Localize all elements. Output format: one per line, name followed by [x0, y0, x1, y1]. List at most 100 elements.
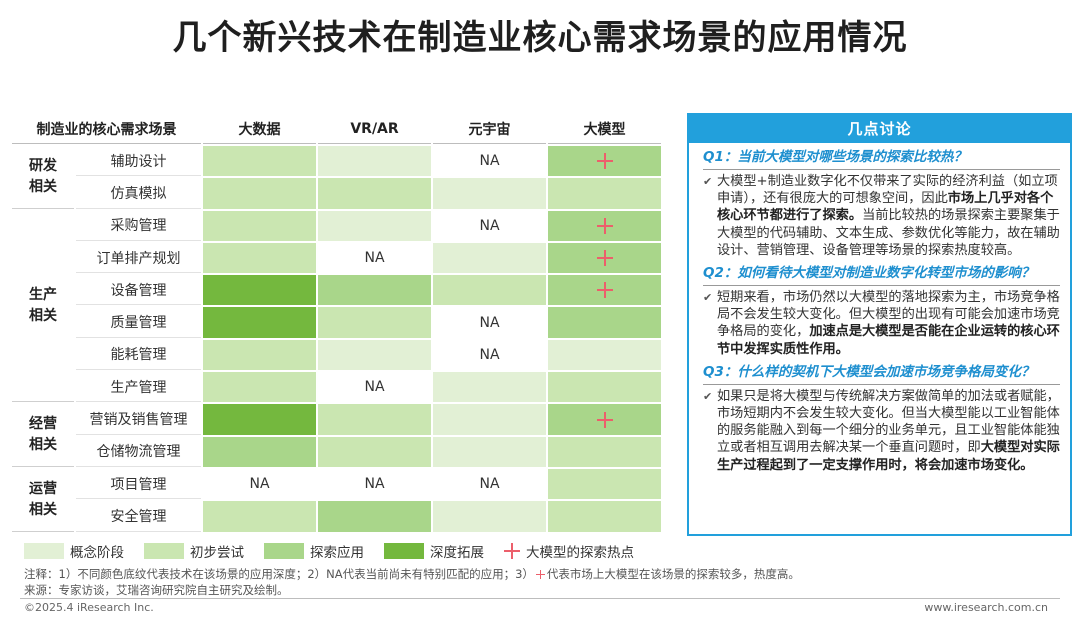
matrix-cell — [203, 210, 316, 241]
matrix-cell: NA — [203, 468, 316, 500]
answer-bold: 市场上几乎对各个核心环节都进行了探索。 — [717, 191, 1054, 224]
scene-label: 生产管理 — [76, 372, 201, 403]
na-label: NA — [479, 153, 500, 170]
matrix-cell: NA — [433, 146, 546, 177]
matrix-cell — [318, 275, 431, 306]
notes: 注释：1）不同颜色底纹代表技术在该场景的应用深度；2）NA代表当前尚未有特别匹配… — [24, 566, 800, 598]
matrix-cell — [548, 242, 661, 274]
na-label: NA — [479, 346, 500, 363]
matrix-cell: NA — [433, 210, 546, 241]
matrix-cell — [433, 372, 546, 403]
legend: 概念阶段 初步尝试 探索应用 深度拓展 大模型的探索热点 — [24, 541, 654, 561]
table-row: 设备管理 — [12, 275, 661, 306]
table-row: 研发 相关 辅助设计 NA — [12, 146, 661, 209]
table-row: 安全管理 — [12, 501, 661, 532]
na-label: NA — [364, 250, 385, 267]
scene-label: 辅助设计 — [76, 146, 201, 177]
matrix-cell — [548, 275, 661, 306]
scene-label: 能耗管理 — [76, 340, 201, 371]
matrix-cell — [203, 178, 316, 209]
table-row: 能耗管理 NA — [12, 339, 661, 371]
note-line: 注释：1）不同颜色底纹代表技术在该场景的应用深度；2）NA代表当前尚未有特别匹配… — [24, 566, 800, 582]
discussion-panel: 几点讨论 Q1：当前大模型对哪些场景的探索比较热？ ✔ 大模型+制造业数字化不仅… — [687, 113, 1072, 536]
plus-icon — [504, 543, 520, 559]
legend-label: 初步尝试 — [190, 545, 244, 561]
group-label: 研发 相关 — [12, 146, 74, 209]
matrix-cell: NA — [433, 307, 546, 338]
header-tech: 大数据 — [203, 115, 316, 144]
checkmark-icon: ✔ — [703, 175, 713, 188]
answer-3: ✔ 如果只是将大模型与传统解决方案做简单的加法或者赋能，市场短期内不会发生较大变… — [703, 388, 1060, 474]
matrix-cell — [433, 501, 546, 532]
na-label: NA — [249, 476, 270, 493]
matrix-cell — [433, 436, 546, 467]
copyright: ©2025.4 iResearch Inc. — [24, 601, 154, 614]
table-row: 仓储物流管理 — [12, 436, 661, 467]
matrix-cell — [318, 307, 431, 338]
table-row: 经营 相关 营销及销售管理 — [12, 404, 661, 467]
matrix-cell — [548, 146, 661, 177]
legend-item: 探索应用 — [264, 541, 364, 561]
legend-swatch — [24, 543, 64, 559]
checkmark-icon: ✔ — [703, 389, 713, 403]
header-tech: 元宇宙 — [433, 115, 546, 144]
matrix-cell — [318, 404, 431, 435]
legend-item: 概念阶段 — [24, 541, 124, 561]
matrix-body: 研发 相关 辅助设计 NA 仿真模拟 生产 相关 采购管理 NA 订单排产规划 NA 设备管理 质量… — [12, 146, 661, 532]
scene-label: 安全管理 — [76, 501, 201, 532]
legend-swatch — [144, 543, 184, 559]
scene-label: 项目管理 — [76, 469, 201, 500]
divider — [703, 285, 1060, 287]
matrix-cell — [548, 307, 661, 338]
answer-bold: 大模型对实际生产过程起到了一定支撑作用时，将会加速市场变化。 — [717, 440, 1060, 473]
matrix-cell: NA — [318, 242, 431, 274]
plus-icon — [535, 570, 545, 579]
plus-icon — [596, 250, 613, 267]
matrix-cell: NA — [318, 468, 431, 500]
matrix-cell — [318, 210, 431, 241]
matrix-cell — [318, 178, 431, 209]
matrix-cell — [318, 436, 431, 467]
matrix-cell: NA — [318, 372, 431, 403]
matrix-cell: NA — [433, 339, 546, 371]
matrix-cell — [548, 178, 661, 209]
plus-icon — [596, 282, 613, 299]
matrix-cell — [548, 501, 661, 532]
answer-2-text: 短期来看，市场仍然以大模型的落地探索为主，市场竞争格局不会发生较大变化。但大模型… — [717, 289, 1060, 358]
footer-divider — [20, 598, 1060, 599]
answer-text: 短期来看，市场仍然以大模型的落地探索为主，市场竞争格局不会发生较大变化。但大模型… — [717, 290, 1060, 340]
matrix-cell — [203, 307, 316, 338]
question-1: Q1：当前大模型对哪些场景的探索比较热？ — [703, 149, 967, 165]
divider — [703, 383, 1060, 385]
matrix-cell — [548, 436, 661, 467]
matrix-cell — [318, 146, 431, 177]
answer-1: ✔ 大模型+制造业数字化不仅带来了实际的经济利益（如立项申请），还有很庞大的可想… — [703, 173, 1060, 259]
scene-label: 质量管理 — [76, 307, 201, 338]
table-row: 订单排产规划 NA — [12, 242, 661, 274]
answer-1-text: 大模型+制造业数字化不仅带来了实际的经济利益（如立项申请），还有很庞大的可想象空… — [717, 173, 1060, 259]
legend-item: 初步尝试 — [144, 541, 244, 561]
header-scene: 制造业的核心需求场景 — [12, 115, 201, 144]
matrix-cell — [433, 275, 546, 306]
matrix-cell — [433, 178, 546, 209]
na-label: NA — [479, 476, 500, 493]
matrix-cell — [548, 404, 661, 435]
scene-label: 仓储物流管理 — [76, 437, 201, 467]
legend-item: 深度拓展 — [384, 541, 484, 561]
answer-bold: 加速点是大模型是否能在企业运转的核心环节中发挥实质性作用。 — [717, 324, 1060, 357]
answer-text: 如果只是将大模型与传统解决方案做简单的加法或者赋能，市场短期内不会发生较大变化。… — [717, 388, 1060, 456]
matrix-cell — [203, 372, 316, 403]
group-label: 运营 相关 — [12, 469, 74, 532]
matrix-header-row: 制造业的核心需求场景 大数据 VR/AR 元宇宙 大模型 — [12, 115, 661, 144]
plus-icon — [596, 411, 613, 428]
table-row: 生产 相关 采购管理 NA — [12, 210, 661, 403]
scene-label: 设备管理 — [76, 275, 201, 306]
matrix-cell — [548, 372, 661, 403]
scene-label: 采购管理 — [76, 211, 201, 241]
matrix-cell: NA — [433, 468, 546, 500]
matrix-cell — [203, 339, 316, 371]
divider — [703, 169, 1060, 170]
matrix-cell — [433, 242, 546, 274]
website: www.iresearch.com.cn — [924, 601, 1048, 614]
matrix-cell — [203, 242, 316, 274]
